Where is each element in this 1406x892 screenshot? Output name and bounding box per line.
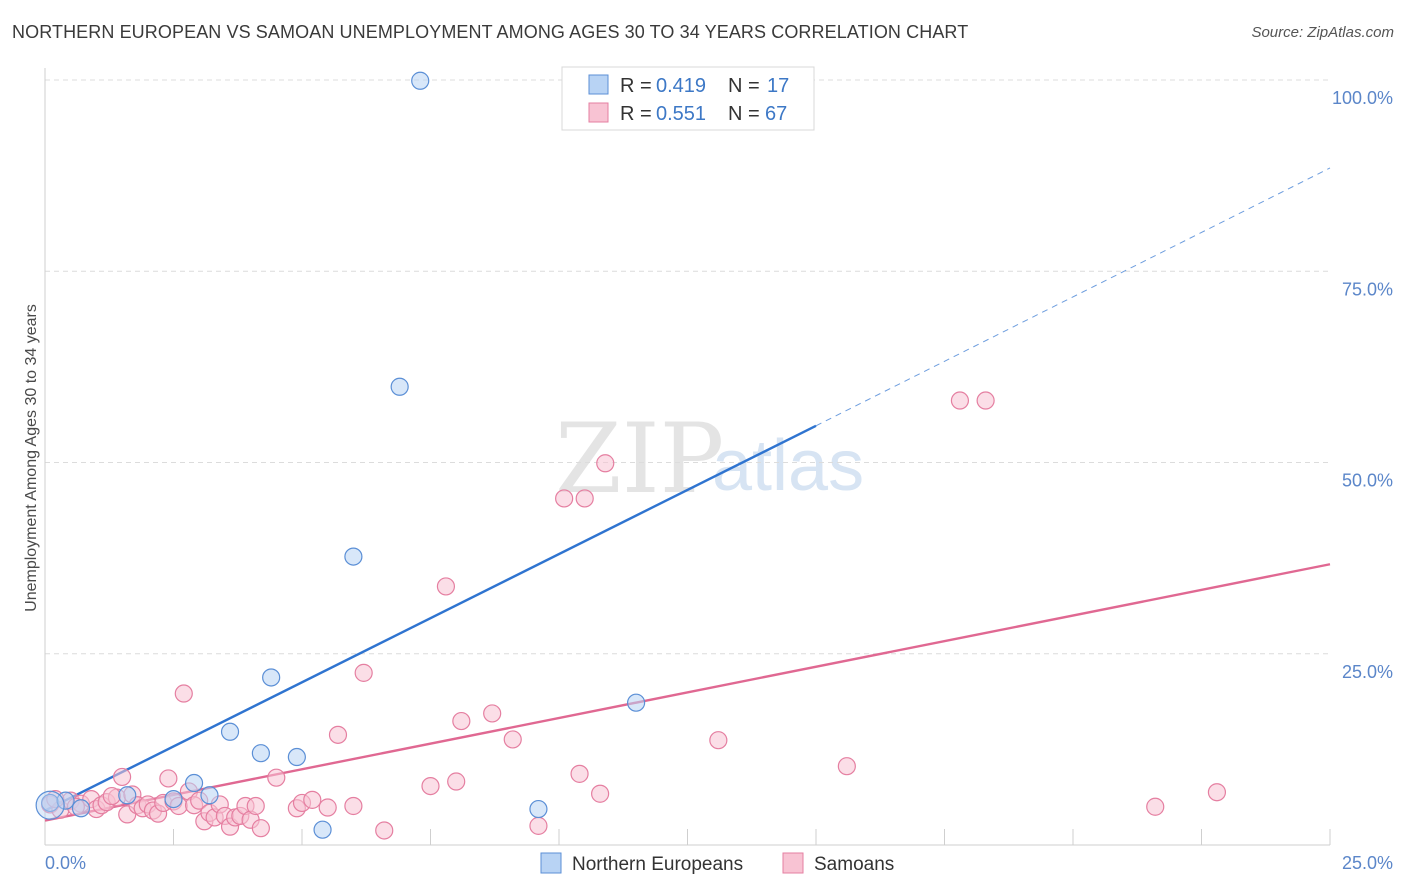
point-samoans-61 (976, 391, 995, 410)
y-tick-label-0: 25.0% (1342, 662, 1393, 682)
legend-swatch-northern-europeans (588, 74, 609, 95)
data-points (35, 71, 1227, 840)
point-northern-europeans-8 (251, 744, 270, 763)
point-samoans-43 (344, 796, 363, 816)
point-samoans-59 (837, 757, 856, 776)
trend-lines (44, 167, 1331, 822)
point-northern-europeans-16 (626, 693, 646, 712)
legend-r-label-0: R = (620, 75, 652, 97)
point-northern-europeans-11 (313, 820, 332, 839)
point-northern-europeans-4 (164, 789, 183, 809)
trend-line-northern-europeans-extension (815, 167, 1331, 427)
bottom-legend-northern-europeans: Northern Europeans (572, 854, 743, 875)
y-tick-label-3: 100.0% (1332, 88, 1393, 108)
axes (44, 68, 1331, 846)
point-samoans-48 (447, 772, 466, 791)
bottom-legend-swatch-northern-europeans (540, 852, 562, 874)
legend-n-value-1: 67 (765, 103, 787, 125)
point-samoans-36 (251, 819, 270, 838)
legend-r-value-1: 0.551 (656, 103, 706, 125)
grid-lines (45, 79, 1330, 655)
point-samoans-9 (112, 767, 132, 787)
point-samoans-37 (267, 768, 286, 787)
point-samoans-42 (328, 725, 348, 744)
bottom-legend-swatch-samoans (782, 852, 804, 874)
point-samoans-53 (555, 489, 574, 508)
x-tick-label-1: 25.0% (1342, 853, 1393, 873)
point-northern-europeans-7 (220, 722, 240, 741)
point-samoans-18 (159, 769, 178, 788)
point-northern-europeans-14 (411, 71, 430, 90)
legend-n-label-1: N = (728, 103, 760, 125)
point-samoans-35 (246, 796, 265, 816)
point-samoans-57 (596, 454, 615, 473)
point-cluster-origin (35, 790, 65, 820)
point-northern-europeans-6 (200, 786, 219, 805)
point-samoans-50 (483, 704, 502, 723)
point-northern-europeans-12 (344, 547, 363, 566)
point-samoans-55 (575, 489, 594, 508)
point-samoans-40 (303, 790, 322, 809)
point-samoans-56 (591, 784, 610, 803)
legend: R = 0.419 N = 17 R = 0.551 N = 67 (561, 66, 815, 131)
point-northern-europeans-3 (118, 786, 137, 805)
y-tick-label-1: 50.0% (1342, 471, 1393, 491)
source-label: Source: ZipAtlas.com (1251, 24, 1394, 41)
tick-labels: 25.0% 50.0% 75.0% 100.0% 0.0% 25.0% (45, 88, 1393, 873)
point-samoans-46 (421, 776, 440, 796)
point-samoans-52 (529, 816, 548, 835)
point-samoans-66 (102, 786, 121, 806)
y-axis-label: Unemployment Among Ages 30 to 34 years (23, 304, 40, 612)
point-samoans-58 (709, 731, 728, 750)
legend-r-label-1: R = (620, 103, 652, 125)
trend-line-northern-europeans (44, 424, 817, 812)
point-samoans-51 (503, 730, 522, 749)
point-samoans-44 (354, 663, 373, 682)
chart-title: NORTHERN EUROPEAN VS SAMOAN UNEMPLOYMENT… (12, 22, 969, 42)
point-samoans-60 (950, 391, 970, 410)
point-samoans-62 (1146, 797, 1165, 816)
point-northern-europeans-13 (390, 377, 409, 396)
legend-n-value-0: 17 (767, 75, 789, 97)
legend-n-label-0: N = (728, 75, 760, 97)
bottom-legend: Northern Europeans Samoans (540, 852, 894, 875)
point-samoans-41 (318, 798, 337, 817)
legend-r-value-0: 0.419 (656, 75, 706, 97)
point-samoans-49 (452, 711, 471, 731)
point-samoans-21 (174, 684, 193, 703)
point-northern-europeans-10 (287, 747, 306, 767)
trend-line-samoans (44, 563, 1331, 822)
legend-swatch-samoans (588, 102, 609, 123)
point-samoans-63 (1207, 783, 1227, 802)
point-samoans-47 (436, 577, 456, 596)
point-northern-europeans-9 (262, 668, 281, 687)
point-northern-europeans-15 (529, 799, 548, 819)
point-northern-europeans-5 (184, 773, 204, 793)
x-tick-label-0: 0.0% (45, 853, 86, 873)
point-samoans-45 (375, 821, 394, 840)
point-samoans-54 (570, 764, 589, 783)
bottom-legend-samoans: Samoans (814, 854, 894, 875)
y-tick-label-2: 75.0% (1342, 279, 1393, 299)
point-northern-europeans-2 (71, 799, 91, 818)
